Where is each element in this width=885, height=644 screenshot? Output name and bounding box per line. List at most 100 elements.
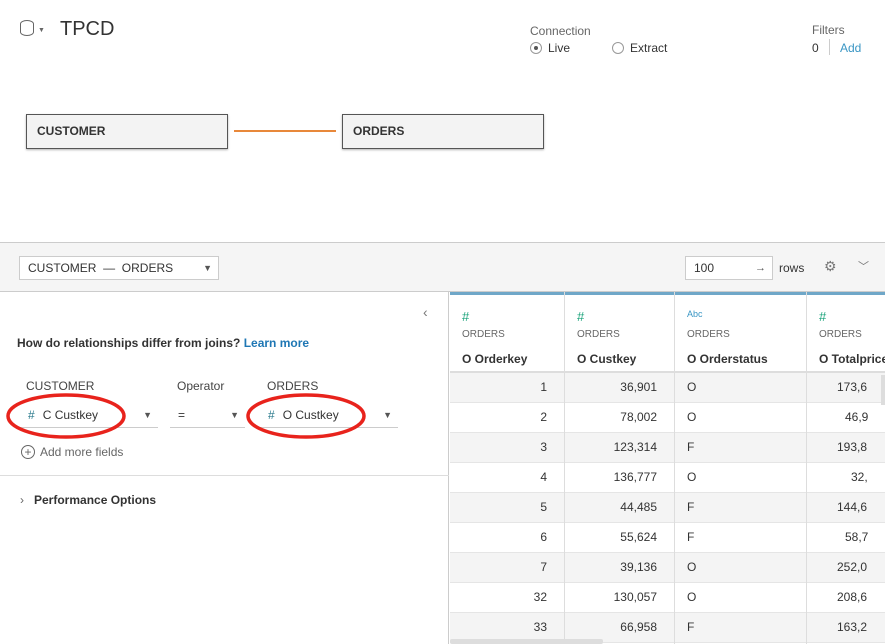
table-cell: 78,002 [565, 403, 674, 433]
column-header[interactable]: # ORDERS O Totalprice [807, 292, 885, 373]
radio-extract[interactable]: Extract [612, 41, 667, 55]
performance-options-toggle[interactable]: › Performance Options [20, 493, 156, 507]
chevron-down-icon[interactable]: ﹀ [858, 261, 869, 273]
toolbar: CUSTOMER — ORDERS ▼ 100 → rows ⚙ ﹀ [0, 242, 885, 292]
field-value: C Custkey [42, 408, 99, 422]
table-cell: 208,6 [807, 583, 885, 613]
table-cell: 136,777 [565, 463, 674, 493]
table-cell: O [675, 373, 806, 403]
add-more-label: Add more fields [40, 445, 124, 459]
datasource-cylinder-icon[interactable] [20, 20, 34, 36]
field-value: O Custkey [282, 408, 339, 422]
filters-label: Filters [812, 23, 845, 37]
table-cell: O [675, 403, 806, 433]
table-cell: 39,136 [565, 553, 674, 583]
table-cell: 32, [807, 463, 885, 493]
operator-header: Operator [177, 379, 225, 393]
column-name: O Custkey [577, 352, 637, 366]
table-cell: 163,2 [807, 613, 885, 643]
horizontal-scrollbar[interactable] [450, 639, 603, 644]
right-field-select[interactable]: # O Custkey ▼ [258, 404, 398, 428]
radio-selected-icon [530, 42, 542, 54]
connection-label: Connection [530, 24, 591, 38]
table-cell: 130,057 [565, 583, 674, 613]
arrow-right-icon[interactable]: → [755, 262, 766, 274]
divider [0, 475, 449, 476]
column-name: O Orderkey [462, 352, 528, 366]
select-value: CUSTOMER — ORDERS [28, 261, 174, 275]
operator-select[interactable]: = ▼ [170, 404, 245, 428]
table-cell: 3 [450, 433, 564, 463]
caret-down-icon[interactable]: ▼ [38, 27, 45, 34]
left-table-header: CUSTOMER [26, 379, 95, 393]
add-filter-link[interactable]: Add [840, 41, 862, 55]
table-cell: 6 [450, 523, 564, 553]
dropdown-icon: ▼ [203, 263, 212, 273]
grid-column: # ORDERS O Custkey 36,901 78,002 123,314 136,7… [565, 292, 675, 644]
relationship-select[interactable]: CUSTOMER — ORDERS ▼ [19, 256, 219, 280]
column-source: ORDERS [687, 329, 730, 340]
table-cell: 55,624 [565, 523, 674, 553]
table-cell: 66,958 [565, 613, 674, 643]
column-header[interactable]: Abc ORDERS O Orderstatus [675, 292, 806, 373]
left-field-select[interactable]: # C Custkey ▼ [18, 404, 158, 428]
grid-column: # ORDERS O Orderkey 1 2 3 4 5 6 7 32 33 [450, 292, 565, 644]
column-source: ORDERS [577, 329, 620, 340]
highlight-ellipse-right [246, 393, 366, 439]
table-cell: F [675, 613, 806, 643]
add-more-fields-button[interactable]: + Add more fields [21, 445, 123, 459]
divider [829, 39, 830, 55]
table-cell: 123,314 [565, 433, 674, 463]
column-source: ORDERS [819, 329, 862, 340]
table-customer[interactable]: CUSTOMER [26, 114, 228, 149]
relationship-panel: ‹ How do relationships differ from joins… [0, 292, 449, 644]
data-grid: # ORDERS O Orderkey 1 2 3 4 5 6 7 32 33 # ORDERS O Cus… [450, 292, 885, 644]
table-cell: 5 [450, 493, 564, 523]
table-cell: 4 [450, 463, 564, 493]
table-orders[interactable]: ORDERS [342, 114, 544, 149]
learn-more-link[interactable]: Learn more [243, 336, 310, 350]
performance-label: Performance Options [34, 493, 157, 507]
relationship-noodle[interactable] [234, 130, 336, 132]
number-icon: # [28, 408, 35, 422]
table-cell: 173,6 [807, 373, 885, 403]
help-question: How do relationships differ from joins? [17, 336, 241, 350]
highlight-annotations [6, 393, 366, 439]
table-cell: 144,6 [807, 493, 885, 523]
rows-value: 100 [694, 261, 715, 275]
dropdown-icon: ▼ [143, 410, 152, 420]
grid-column: # ORDERS O Totalprice 173,6 46,9 193,8 32, 144,… [807, 292, 885, 644]
column-source: ORDERS [462, 329, 505, 340]
rows-input[interactable]: 100 → [685, 256, 773, 280]
number-type-icon[interactable]: # [462, 309, 470, 324]
table-cell: O [675, 463, 806, 493]
grid-column: Abc ORDERS O Orderstatus O O F O F F O O F [675, 292, 807, 644]
table-cell: F [675, 493, 806, 523]
radio-icon [612, 42, 624, 54]
column-header[interactable]: # ORDERS O Custkey [565, 292, 674, 373]
vertical-scrollbar[interactable] [881, 375, 885, 405]
table-cell: 44,485 [565, 493, 674, 523]
right-table-header: ORDERS [267, 379, 319, 393]
table-cell: O [675, 583, 806, 613]
number-type-icon[interactable]: # [819, 309, 827, 324]
highlight-ellipse-left [6, 393, 126, 439]
table-cell: O [675, 553, 806, 583]
string-type-icon[interactable]: Abc [687, 309, 703, 319]
table-cell: 193,8 [807, 433, 885, 463]
column-header[interactable]: # ORDERS O Orderkey [450, 292, 564, 373]
table-cell: 2 [450, 403, 564, 433]
gear-icon[interactable]: ⚙ [824, 258, 837, 274]
table-cell: F [675, 523, 806, 553]
datasource-title[interactable]: TPCD [60, 18, 115, 40]
table-cell: 32 [450, 583, 564, 613]
dropdown-icon: ▼ [230, 410, 239, 420]
column-name: O Orderstatus [687, 352, 768, 366]
table-cell: 1 [450, 373, 564, 403]
table-cell: F [675, 433, 806, 463]
rows-label: rows [779, 261, 805, 275]
radio-live[interactable]: Live [530, 41, 570, 55]
collapse-chevron-left-icon[interactable]: ‹ [423, 304, 428, 320]
chevron-right-icon: › [20, 493, 24, 507]
number-type-icon[interactable]: # [577, 309, 585, 324]
